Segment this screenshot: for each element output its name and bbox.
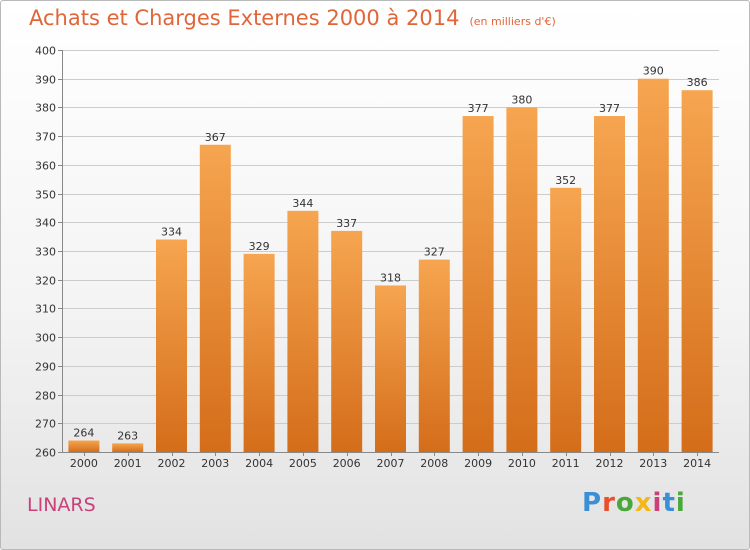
bar xyxy=(243,253,275,452)
y-tick-label: 360 xyxy=(35,160,56,173)
y-tick-label: 280 xyxy=(35,390,56,403)
bar xyxy=(331,230,363,452)
data-label: 318 xyxy=(380,271,401,284)
y-tick-label: 300 xyxy=(35,332,56,345)
bar xyxy=(287,210,319,452)
x-tick-label: 2004 xyxy=(245,457,273,470)
y-tick-label: 310 xyxy=(35,303,56,316)
bar xyxy=(462,116,494,453)
bar xyxy=(156,239,187,452)
bar xyxy=(418,259,450,452)
data-label: 367 xyxy=(205,131,226,144)
data-label: 390 xyxy=(643,65,664,78)
bar xyxy=(637,78,669,452)
data-label: 380 xyxy=(511,93,532,106)
x-tick-label: 2008 xyxy=(420,457,448,470)
x-tick-label: 2007 xyxy=(377,457,405,470)
bar xyxy=(594,116,625,453)
x-tick-label: 2005 xyxy=(289,457,317,470)
logo-letter: x xyxy=(634,488,653,518)
data-label: 377 xyxy=(599,102,620,115)
bar xyxy=(375,285,406,452)
x-tick-label: 2010 xyxy=(508,457,536,470)
data-label: 334 xyxy=(161,226,182,239)
y-tick-label: 380 xyxy=(35,102,56,115)
x-tick-label: 2012 xyxy=(596,457,624,470)
data-label: 264 xyxy=(73,427,94,440)
x-tick-label: 2006 xyxy=(333,457,361,470)
x-tick-label: 2011 xyxy=(552,457,580,470)
title-unit: (en milliers d'€) xyxy=(469,15,556,28)
data-label: 329 xyxy=(249,240,270,253)
y-tick-label: 330 xyxy=(35,246,56,259)
place-name: LINARS xyxy=(27,494,96,516)
logo-letter: i xyxy=(652,488,663,518)
y-tick-label: 270 xyxy=(35,418,56,431)
y-tick-label: 370 xyxy=(35,131,56,144)
x-tick-label: 2009 xyxy=(464,457,492,470)
y-tick-label: 400 xyxy=(35,45,56,58)
data-label: 377 xyxy=(468,102,489,115)
bar xyxy=(550,187,582,453)
y-tick-label: 290 xyxy=(35,361,56,374)
bar xyxy=(506,107,538,452)
data-label: 327 xyxy=(424,246,445,259)
axes: 260 270 280 290 300 310 320 330 340 350 360 370 380 3… xyxy=(35,45,719,470)
x-tick-label: 2000 xyxy=(70,457,98,470)
y-tick-label: 260 xyxy=(35,447,56,460)
logo-letter: P xyxy=(582,488,603,518)
logo-letter: r xyxy=(602,488,616,518)
y-tick-label: 390 xyxy=(35,74,56,87)
title-text: Achats et Charges Externes 2000 à 2014 xyxy=(29,6,460,30)
data-label: 386 xyxy=(687,76,708,89)
logo-letter: o xyxy=(615,488,635,518)
bars: 264 263 334 367 329 344 337 318 327 377 380 352 377 3… xyxy=(68,65,713,453)
x-tick-label: 2001 xyxy=(114,457,142,470)
bar xyxy=(68,440,100,452)
data-label: 263 xyxy=(117,429,138,442)
bar xyxy=(199,144,231,452)
x-tick-label: 2014 xyxy=(683,457,711,470)
data-label: 352 xyxy=(555,174,576,187)
x-tick-label: 2002 xyxy=(158,457,186,470)
y-tick-label: 320 xyxy=(35,275,56,288)
proxiti-logo: Proxiti xyxy=(582,488,686,518)
logo-letter: i xyxy=(675,488,686,518)
chart-title: Achats et Charges Externes 2000 à 2014 (e… xyxy=(29,6,556,30)
y-tick-label: 340 xyxy=(35,217,56,230)
bar xyxy=(681,90,713,452)
logo-letter: t xyxy=(662,488,676,518)
x-tick-label: 2003 xyxy=(201,457,229,470)
x-tick-label: 2013 xyxy=(639,457,667,470)
data-label: 337 xyxy=(336,217,357,230)
bar xyxy=(112,443,144,452)
data-label: 344 xyxy=(292,197,313,210)
y-tick-label: 350 xyxy=(35,189,56,202)
